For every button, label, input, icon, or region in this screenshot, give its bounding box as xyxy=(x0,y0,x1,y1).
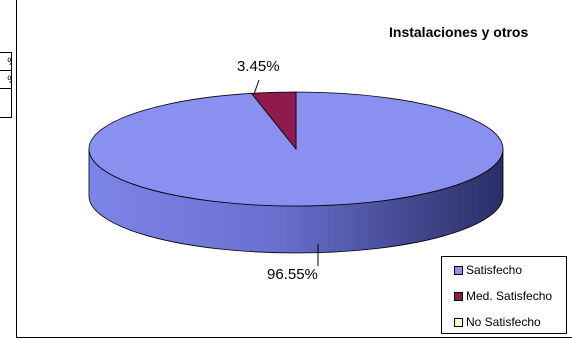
legend-label: Satisfecho xyxy=(466,263,523,277)
legend-label: No Satisfecho xyxy=(466,315,541,329)
leader-line-med-satisfecho xyxy=(253,79,260,95)
table-cell: % xyxy=(0,53,12,71)
legend-item-med-satisfecho: Med. Satisfecho xyxy=(454,289,552,303)
chart-title: Instalaciones y otros xyxy=(389,24,529,40)
data-label-med-satisfecho: 3.45% xyxy=(237,58,280,75)
legend-swatch xyxy=(454,291,463,301)
legend-item-satisfecho: Satisfecho xyxy=(454,263,522,277)
legend-swatch xyxy=(454,317,463,327)
chart-frame xyxy=(16,0,572,338)
pie-slice-med-satisfecho xyxy=(250,91,297,151)
adjacent-table-fragment: % % o xyxy=(0,52,12,118)
legend-label: Med. Satisfecho xyxy=(466,289,553,303)
legend: Satisfecho Med. Satisfecho No Satisfecho xyxy=(441,256,567,334)
table-cell: o xyxy=(0,89,12,107)
table-cell: % xyxy=(0,71,12,89)
legend-item-no-satisfecho: No Satisfecho xyxy=(454,315,541,329)
data-label-satisfecho: 96.55% xyxy=(267,266,318,283)
legend-swatch xyxy=(454,265,463,275)
